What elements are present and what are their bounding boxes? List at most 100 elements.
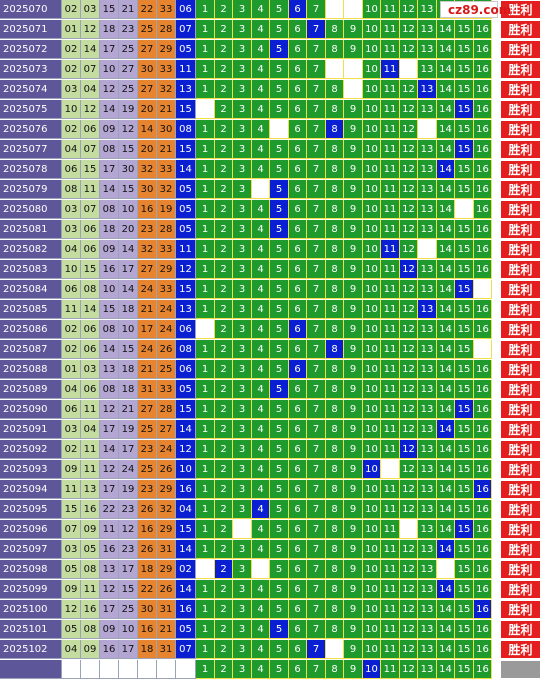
red-ball-number: 06 [81, 380, 100, 399]
result-badge[interactable]: 胜利 [500, 180, 541, 199]
trend-cell: 1 [196, 60, 215, 79]
result-badge[interactable]: 胜利 [500, 140, 541, 159]
result-badge[interactable]: 胜利 [500, 20, 541, 39]
red-ball-number: 13 [100, 560, 119, 579]
red-ball-number: 11 [81, 400, 100, 419]
red-ball-number: 14 [119, 240, 138, 259]
result-badge[interactable]: 胜利 [500, 400, 541, 419]
red-ball-number: 04 [62, 140, 81, 159]
result-badge[interactable]: 胜利 [500, 540, 541, 559]
blue-hit-cell: 5 [270, 220, 289, 239]
result-badge[interactable]: 胜利 [500, 200, 541, 219]
period-cell: 2025099 [0, 580, 62, 599]
result-badge[interactable]: 胜利 [500, 480, 541, 499]
trend-cell: 14 [437, 140, 455, 159]
trend-cell: 8 [326, 460, 344, 479]
result-badge[interactable]: 胜利 [500, 560, 541, 579]
red-ball-number: 02 [62, 320, 81, 339]
result-badge[interactable]: 胜利 [500, 80, 541, 99]
result-badge[interactable]: 胜利 [500, 380, 541, 399]
trend-cell: 3 [233, 600, 252, 619]
red-ball-number: 26 [138, 500, 157, 519]
result-badge[interactable]: 胜利 [500, 240, 541, 259]
trend-cell: 1 [196, 360, 215, 379]
result-badge[interactable]: 胜利 [500, 40, 541, 59]
result-badge[interactable]: 胜利 [500, 340, 541, 359]
result-badge[interactable]: 胜利 [500, 500, 541, 519]
blue-ball-number: 06 [176, 360, 196, 379]
trend-cell: 9 [344, 400, 363, 419]
trend-cell: 11 [381, 600, 400, 619]
site-logo[interactable]: cz89.com [440, 1, 511, 18]
trend-cell: 10 [363, 160, 381, 179]
red-ball-number: 29 [157, 40, 176, 59]
result-badge[interactable]: 胜利 [500, 100, 541, 119]
red-ball-number: 03 [62, 540, 81, 559]
trend-cell: 1 [196, 140, 215, 159]
draw-row: 2025098 05 08 13 17 18 29 02 1 2 3 4 5 6 7 8 9 10 11 12 13 14… [0, 560, 541, 580]
result-badge[interactable]: 胜利 [500, 60, 541, 79]
trend-cell: 5 [270, 280, 289, 299]
result-badge[interactable]: 胜利 [500, 160, 541, 179]
trend-cell: 15 [455, 40, 474, 59]
red-ball-number: 09 [81, 520, 100, 539]
draw-row: 2025094 11 13 17 19 23 29 16 1 2 3 4 5 6 7 8 9 10 11 12 13 14… [0, 480, 541, 500]
trend-cell: 7 [307, 380, 326, 399]
trend-cell: 6 [289, 620, 307, 639]
trend-cell: 9 [344, 160, 363, 179]
red-ball-number: 28 [157, 220, 176, 239]
trend-cell: 16 [474, 180, 492, 199]
trend-cell: 13 [418, 640, 437, 659]
period-cell: 2025087 [0, 340, 62, 359]
trend-cell: 13 [418, 20, 437, 39]
result-badge[interactable]: 胜利 [500, 300, 541, 319]
trend-cell: 9 [344, 480, 363, 499]
result-badge[interactable]: 胜利 [500, 260, 541, 279]
red-ball-number: 30 [138, 180, 157, 199]
result-badge[interactable]: 胜利 [500, 280, 541, 299]
result-badge[interactable]: 胜利 [500, 360, 541, 379]
trend-cell: 1 [196, 540, 215, 559]
result-badge[interactable]: 胜利 [500, 440, 541, 459]
trend-cell: 12 [400, 80, 418, 99]
red-ball-number: 12 [100, 80, 119, 99]
red-ball-number: 25 [138, 20, 157, 39]
footer-blank-cell [157, 660, 176, 679]
period-cell: 2025081 [0, 220, 62, 239]
red-ball-number: 03 [62, 200, 81, 219]
trend-cell: 6 [289, 180, 307, 199]
result-badge[interactable]: 胜利 [500, 520, 541, 539]
trend-cell: 3 [233, 620, 252, 639]
red-ball-number: 03 [62, 420, 81, 439]
trend-cell: 2 [215, 180, 233, 199]
result-badge[interactable]: 胜利 [500, 420, 541, 439]
trend-cell: 1 [196, 600, 215, 619]
trend-cell: 15 [455, 480, 474, 499]
result-badge[interactable]: 胜利 [500, 600, 541, 619]
trend-cell: 16 [474, 40, 492, 59]
result-badge[interactable]: 胜利 [500, 460, 541, 479]
red-ball-number: 25 [138, 420, 157, 439]
trend-cell: 9 [344, 380, 363, 399]
result-badge[interactable]: 胜利 [500, 120, 541, 139]
trend-cell: 8 [326, 500, 344, 519]
trend-cell: 12 [400, 500, 418, 519]
trend-cell: 10 [363, 280, 381, 299]
result-badge[interactable]: 胜利 [500, 580, 541, 599]
result-badge[interactable]: 胜利 [500, 640, 541, 659]
trend-cell: 1 [196, 160, 215, 179]
blue-hit-cell: 6 [289, 360, 307, 379]
result-badge[interactable]: 胜利 [500, 620, 541, 639]
red-ball-number: 08 [100, 380, 119, 399]
red-ball-number: 27 [138, 40, 157, 59]
trend-cell: 1 [196, 620, 215, 639]
red-ball-number: 33 [157, 240, 176, 259]
trend-cell: 1 [196, 340, 215, 359]
trend-cell: 9 [344, 360, 363, 379]
result-badge[interactable]: 胜利 [500, 220, 541, 239]
trend-cell: 1 [196, 80, 215, 99]
red-ball-number: 17 [138, 320, 157, 339]
red-ball-number: 27 [157, 420, 176, 439]
result-badge[interactable]: 胜利 [500, 320, 541, 339]
draw-row: 2025083 10 15 16 17 27 29 12 1 2 3 4 5 6 7 8 9 10 11 12 13 14… [0, 260, 541, 280]
